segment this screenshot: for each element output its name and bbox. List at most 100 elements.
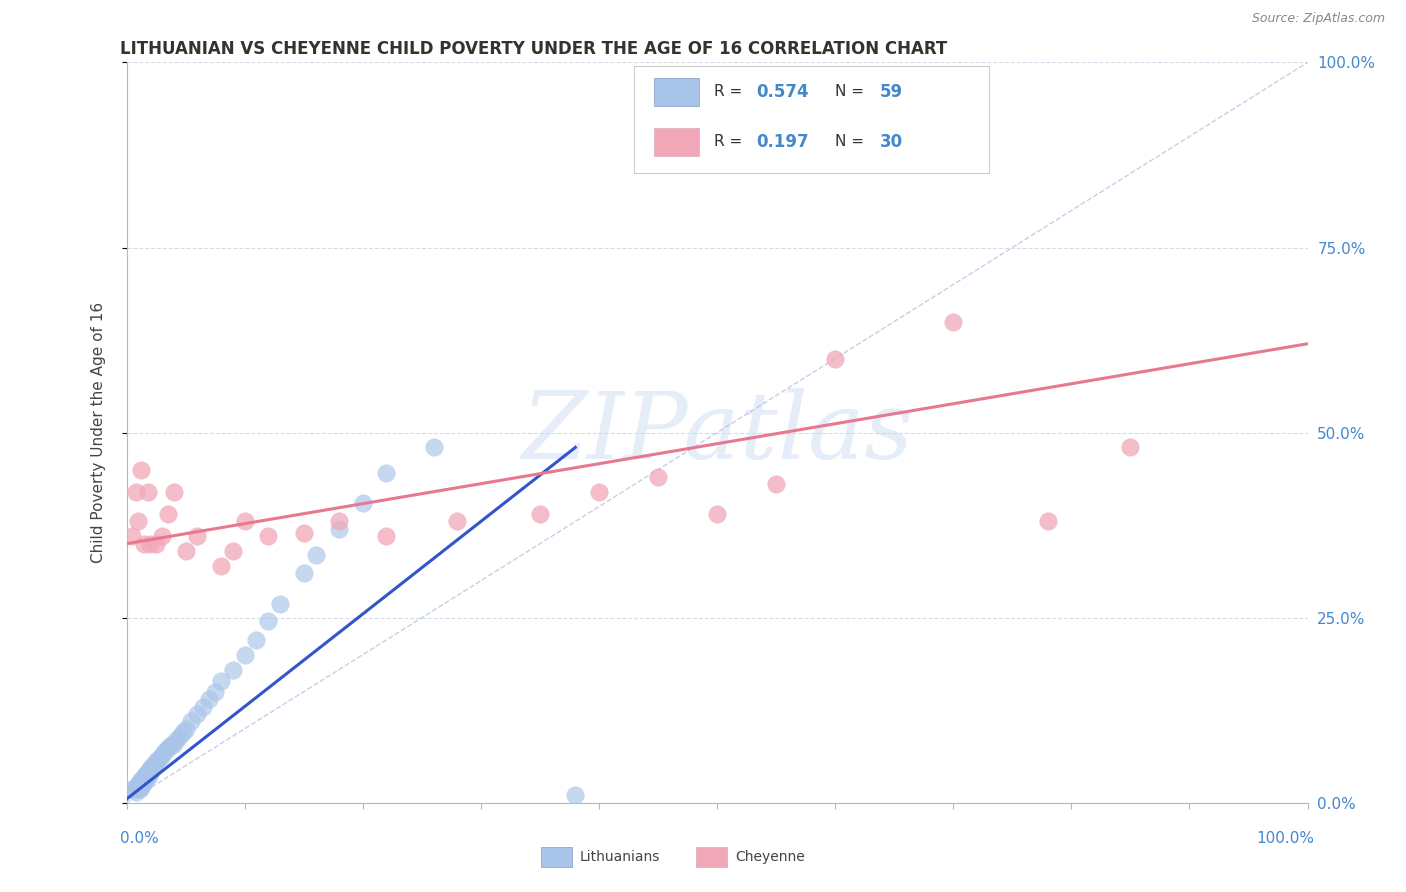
Point — [127, 777, 149, 791]
Point — [146, 753, 169, 767]
Text: LITHUANIAN VS CHEYENNE CHILD POVERTY UNDER THE AGE OF 16 CORRELATION CHART: LITHUANIAN VS CHEYENNE CHILD POVERTY UND… — [120, 40, 946, 58]
Point — [222, 663, 245, 677]
Point — [156, 507, 179, 521]
Point — [180, 714, 202, 729]
Text: R =: R = — [713, 134, 747, 149]
Point — [121, 529, 143, 543]
Point — [139, 763, 162, 777]
Point — [352, 496, 374, 510]
Text: ZIPatlas: ZIPatlas — [522, 388, 912, 477]
Point — [160, 738, 183, 752]
FancyBboxPatch shape — [634, 66, 988, 173]
Point — [257, 529, 280, 543]
Point — [529, 507, 551, 521]
Point — [328, 522, 350, 536]
Point — [127, 780, 149, 795]
Point — [304, 548, 326, 562]
Text: 100.0%: 100.0% — [1257, 831, 1315, 846]
Point — [125, 484, 148, 499]
Point — [169, 729, 191, 743]
Point — [209, 558, 232, 573]
Point — [942, 314, 965, 328]
Point — [135, 766, 157, 780]
Point — [588, 484, 610, 499]
Point — [136, 484, 159, 499]
Point — [134, 772, 156, 786]
Point — [257, 615, 280, 629]
Point — [132, 773, 155, 788]
Text: 59: 59 — [880, 83, 903, 101]
Point — [124, 780, 146, 795]
Point — [172, 725, 194, 739]
Point — [375, 529, 398, 543]
Point — [193, 699, 215, 714]
Point — [165, 732, 187, 747]
Text: Source: ZipAtlas.com: Source: ZipAtlas.com — [1251, 12, 1385, 25]
Point — [121, 782, 143, 797]
Point — [222, 544, 245, 558]
Point — [129, 780, 152, 794]
Point — [422, 441, 444, 455]
Text: 0.197: 0.197 — [756, 133, 808, 151]
Point — [647, 470, 669, 484]
Point — [149, 751, 172, 765]
Point — [141, 760, 163, 774]
Point — [138, 767, 160, 781]
Point — [127, 515, 149, 529]
Point — [132, 777, 155, 791]
Point — [129, 775, 152, 789]
Point — [375, 467, 398, 481]
Point — [129, 462, 152, 476]
Point — [156, 742, 179, 756]
Point — [1119, 441, 1142, 455]
Point — [139, 536, 162, 550]
Point — [209, 673, 232, 688]
Point — [127, 780, 149, 794]
Point — [245, 632, 267, 647]
Point — [157, 740, 180, 755]
Point — [446, 515, 468, 529]
Point — [141, 758, 163, 772]
Point — [131, 772, 153, 786]
Point — [824, 351, 846, 366]
Point — [174, 544, 197, 558]
Text: 30: 30 — [880, 133, 903, 151]
Point — [127, 782, 149, 797]
Point — [131, 777, 153, 791]
Point — [134, 775, 156, 789]
Point — [198, 692, 221, 706]
Point — [233, 515, 256, 529]
Point — [125, 785, 148, 799]
Point — [142, 757, 165, 772]
Y-axis label: Child Poverty Under the Age of 16: Child Poverty Under the Age of 16 — [91, 302, 105, 563]
Point — [145, 536, 167, 550]
Text: N =: N = — [835, 134, 869, 149]
Point — [153, 746, 176, 760]
Point — [163, 484, 186, 499]
Point — [150, 529, 173, 543]
Bar — [654, 128, 699, 156]
Point — [328, 515, 350, 529]
Text: Lithuanians: Lithuanians — [579, 850, 659, 864]
Point — [292, 566, 315, 581]
Point — [136, 764, 159, 779]
Text: N =: N = — [835, 84, 869, 99]
Point — [134, 770, 156, 784]
Point — [145, 755, 167, 769]
Bar — [654, 78, 699, 106]
Point — [186, 706, 208, 721]
Point — [186, 529, 208, 543]
Point — [174, 722, 197, 736]
Point — [150, 747, 173, 762]
Point — [564, 789, 586, 803]
Point — [136, 770, 159, 784]
Point — [163, 737, 186, 751]
Point — [139, 766, 162, 780]
Text: 0.0%: 0.0% — [120, 831, 159, 846]
Point — [134, 767, 156, 781]
Text: R =: R = — [713, 84, 747, 99]
Point — [134, 536, 156, 550]
Point — [765, 477, 787, 491]
Text: Cheyenne: Cheyenne — [735, 850, 806, 864]
Point — [128, 773, 150, 788]
